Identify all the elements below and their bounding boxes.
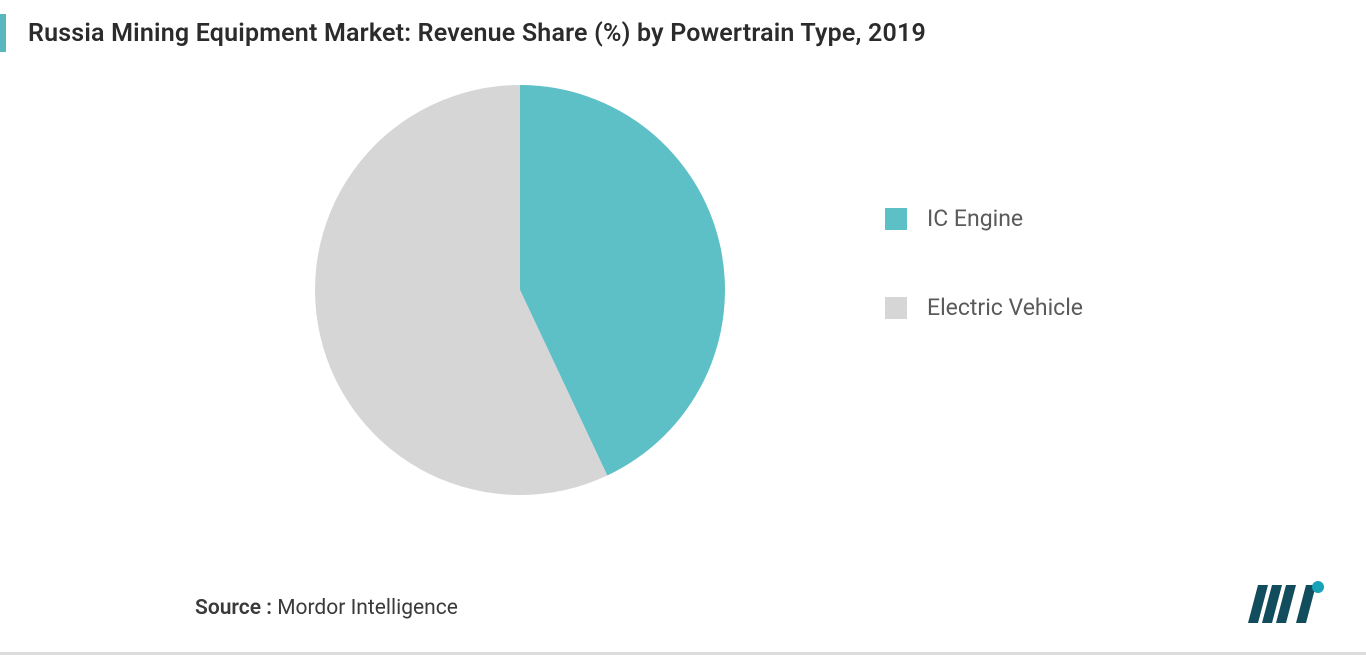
source-prefix: Source : <box>195 596 277 620</box>
pie-chart <box>310 80 730 500</box>
legend-label: IC Engine <box>927 205 1023 232</box>
pie-svg <box>310 80 730 500</box>
brand-logo <box>1246 579 1326 627</box>
chart-title: Russia Mining Equipment Market: Revenue … <box>28 19 926 48</box>
source-attribution: Source : Mordor Intelligence <box>195 596 458 620</box>
legend-label: Electric Vehicle <box>927 294 1083 321</box>
legend-item: IC Engine <box>885 205 1083 232</box>
legend-swatch-icon <box>885 208 907 230</box>
legend-item: Electric Vehicle <box>885 294 1083 321</box>
title-bar: Russia Mining Equipment Market: Revenue … <box>0 14 926 52</box>
brand-logo-icon <box>1246 579 1326 627</box>
title-accent-bar <box>0 14 6 52</box>
legend: IC Engine Electric Vehicle <box>885 205 1083 321</box>
legend-swatch-icon <box>885 297 907 319</box>
source-text: Mordor Intelligence <box>277 596 458 620</box>
